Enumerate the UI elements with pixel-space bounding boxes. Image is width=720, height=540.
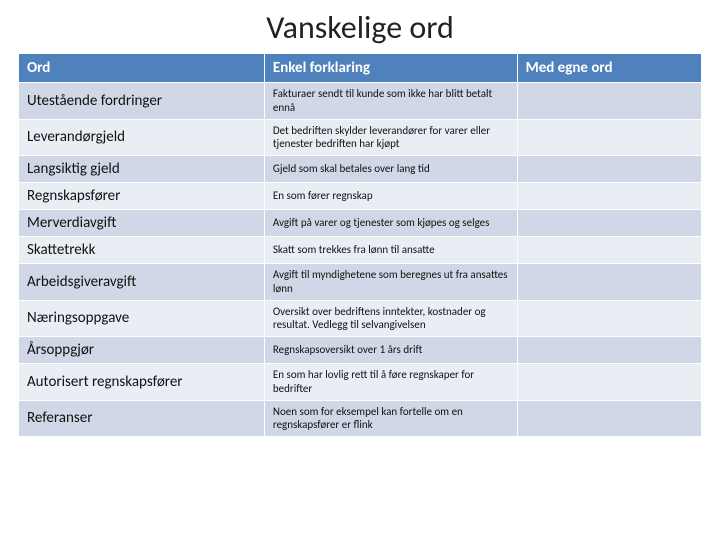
cell-explanation: Noen som for eksempel kan fortelle om en…	[264, 400, 517, 437]
cell-term: Regnskapsfører	[19, 183, 265, 210]
cell-own-words	[517, 237, 701, 264]
col-header-ord: Ord	[19, 54, 265, 83]
cell-own-words	[517, 337, 701, 364]
cell-term: Arbeidsgiveravgift	[19, 264, 265, 301]
cell-explanation: Oversikt over bedriftens inntekter, kost…	[264, 300, 517, 337]
cell-own-words	[517, 400, 701, 437]
cell-explanation: Det bedriften skylder leverandører for v…	[264, 119, 517, 156]
cell-own-words	[517, 264, 701, 301]
table-row: ÅrsoppgjørRegnskapsoversikt over 1 års d…	[19, 337, 702, 364]
table-row: LeverandørgjeldDet bedriften skylder lev…	[19, 119, 702, 156]
slide-title: Vanskelige ord	[18, 8, 702, 47]
cell-term: Leverandørgjeld	[19, 119, 265, 156]
table-row: SkattetrekkSkatt som trekkes fra lønn ti…	[19, 237, 702, 264]
table-row: RegnskapsførerEn som fører regnskap	[19, 183, 702, 210]
cell-own-words	[517, 83, 701, 120]
vocab-table: Ord Enkel forklaring Med egne ord Utestå…	[18, 53, 702, 437]
cell-explanation: Avgift på varer og tjenester som kjøpes …	[264, 210, 517, 237]
cell-term: Merverdiavgift	[19, 210, 265, 237]
table-row: ReferanserNoen som for eksempel kan fort…	[19, 400, 702, 437]
cell-explanation: Gjeld som skal betales over lang tid	[264, 156, 517, 183]
col-header-forklaring: Enkel forklaring	[264, 54, 517, 83]
cell-own-words	[517, 300, 701, 337]
cell-explanation: Avgift til myndighetene som beregnes ut …	[264, 264, 517, 301]
table-row: Langsiktig gjeldGjeld som skal betales o…	[19, 156, 702, 183]
table-row: Autorisert regnskapsførerEn som har lovl…	[19, 364, 702, 401]
table-row: ArbeidsgiveravgiftAvgift til myndigheten…	[19, 264, 702, 301]
cell-explanation: Fakturaer sendt til kunde som ikke har b…	[264, 83, 517, 120]
cell-term: Årsoppgjør	[19, 337, 265, 364]
cell-own-words	[517, 364, 701, 401]
table-row: MerverdiavgiftAvgift på varer og tjenest…	[19, 210, 702, 237]
table-header-row: Ord Enkel forklaring Med egne ord	[19, 54, 702, 83]
cell-own-words	[517, 183, 701, 210]
cell-term: Skattetrekk	[19, 237, 265, 264]
cell-own-words	[517, 210, 701, 237]
col-header-egneord: Med egne ord	[517, 54, 701, 83]
slide: Vanskelige ord Ord Enkel forklaring Med …	[0, 0, 720, 540]
cell-explanation: En som har lovlig rett til å føre regnsk…	[264, 364, 517, 401]
cell-explanation: Skatt som trekkes fra lønn til ansatte	[264, 237, 517, 264]
cell-explanation: En som fører regnskap	[264, 183, 517, 210]
cell-term: Autorisert regnskapsfører	[19, 364, 265, 401]
cell-term: Langsiktig gjeld	[19, 156, 265, 183]
cell-own-words	[517, 119, 701, 156]
cell-term: Utestående fordringer	[19, 83, 265, 120]
cell-term: Referanser	[19, 400, 265, 437]
table-row: Utestående fordringerFakturaer sendt til…	[19, 83, 702, 120]
cell-explanation: Regnskapsoversikt over 1 års drift	[264, 337, 517, 364]
cell-own-words	[517, 156, 701, 183]
cell-term: Næringsoppgave	[19, 300, 265, 337]
table-row: NæringsoppgaveOversikt over bedriftens i…	[19, 300, 702, 337]
